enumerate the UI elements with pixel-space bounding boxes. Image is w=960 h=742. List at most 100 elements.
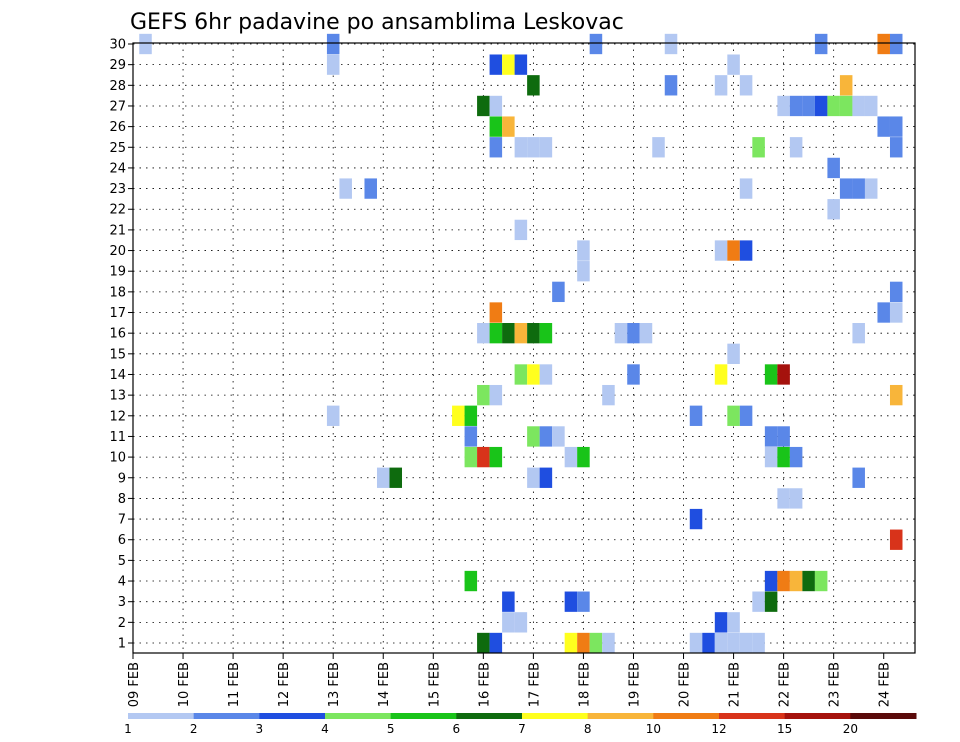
data-cell [489, 95, 503, 117]
y-tick-label: 30 [109, 38, 126, 53]
data-cell [889, 33, 903, 55]
data-cell [864, 178, 878, 199]
data-cell [739, 405, 753, 426]
data-cell [714, 612, 728, 633]
x-tick-label: 15 FEB [427, 662, 442, 707]
data-cell [752, 591, 765, 612]
colorbar-label: 12 [711, 722, 726, 736]
x-tick-label: 14 FEB [377, 662, 392, 707]
data-cell [727, 343, 740, 364]
data-cell [877, 33, 890, 55]
data-cell [777, 364, 790, 385]
x-tick-label: 11 FEB [227, 662, 242, 707]
y-tick-label: 3 [118, 595, 126, 610]
data-cell [777, 570, 790, 592]
data-cell [852, 95, 865, 117]
x-axis: 09 FEB 10 FEB 11 FEB 12 FEB 13 FEB 14 FEB 15 F… [127, 653, 893, 707]
y-tick-label: 23 [109, 182, 126, 197]
data-cell [139, 33, 152, 55]
data-cell [477, 323, 490, 344]
colorbar: 1 2 3 4 5 6 7 8 10 12 15 20 [124, 713, 917, 736]
x-tick-label: 19 FEB [627, 662, 642, 707]
data-cell [752, 137, 765, 158]
data-cell [889, 384, 903, 406]
y-tick-label: 13 [109, 389, 126, 404]
y-axis: 1234567891011121314151617181920212223242… [109, 38, 133, 652]
data-cell [889, 302, 903, 323]
data-cell [714, 75, 728, 96]
data-cell [727, 612, 740, 633]
data-cell [639, 323, 653, 344]
data-cell [689, 405, 703, 426]
data-cell [514, 323, 528, 344]
colorbar-swatch [719, 713, 786, 719]
y-tick-label: 28 [109, 79, 126, 94]
colorbar-label: 2 [190, 722, 198, 736]
data-cell [502, 323, 515, 344]
colorbar-label: 6 [453, 722, 461, 736]
colorbar-swatch [325, 713, 392, 719]
x-tick-label: 18 FEB [577, 662, 592, 707]
data-cell [827, 95, 840, 117]
y-tick-label: 17 [109, 306, 126, 321]
data-cell [627, 323, 640, 344]
y-tick-label: 5 [118, 554, 126, 569]
data-cell [852, 323, 865, 344]
x-tick-label: 20 FEB [678, 662, 693, 707]
data-cell [577, 446, 590, 468]
data-cell [789, 95, 803, 117]
y-tick-label: 20 [109, 244, 126, 259]
data-cell [527, 364, 540, 385]
data-cell [764, 591, 778, 612]
colorbar-swatch [522, 713, 589, 719]
data-cell [789, 488, 803, 509]
y-tick-label: 1 [118, 637, 126, 652]
data-cell [714, 364, 728, 385]
data-cell [664, 75, 678, 96]
data-cell [827, 199, 840, 220]
colorbar-swatch [784, 713, 851, 719]
data-cell [764, 364, 778, 385]
data-cell [714, 632, 728, 654]
y-tick-label: 18 [109, 285, 126, 300]
data-cell [727, 240, 740, 261]
y-tick-label: 15 [109, 347, 126, 362]
data-cell [702, 632, 715, 654]
colorbar-label: 5 [387, 722, 395, 736]
colorbar-swatch [653, 713, 720, 719]
y-tick-label: 2 [118, 616, 126, 631]
x-tick-label: 13 FEB [327, 662, 342, 707]
colorbar-label: 3 [256, 722, 264, 736]
colorbar-swatch [128, 713, 195, 719]
data-cell [564, 632, 578, 654]
data-cell [764, 426, 778, 447]
data-cell [839, 75, 853, 96]
data-cells [139, 33, 903, 654]
data-cell [464, 405, 478, 426]
y-tick-label: 24 [109, 161, 126, 176]
data-cell [739, 178, 753, 199]
data-cell [589, 632, 603, 654]
data-cell [527, 323, 540, 344]
data-cell [489, 632, 503, 654]
data-cell [577, 591, 590, 612]
data-cell [326, 54, 340, 75]
data-cell [777, 446, 790, 468]
data-cell [752, 632, 765, 654]
data-cell [514, 219, 528, 241]
colorbar-swatch [587, 713, 654, 719]
data-cell [714, 240, 728, 261]
data-cell [589, 33, 603, 55]
data-cell [514, 612, 528, 633]
y-tick-label: 16 [109, 327, 126, 342]
colorbar-swatch [193, 713, 260, 719]
colorbar-label: 20 [843, 722, 858, 736]
colorbar-swatch [390, 713, 457, 719]
colorbar-label: 1 [124, 722, 132, 736]
data-cell [827, 157, 840, 179]
data-cell [376, 467, 390, 488]
data-cell [789, 446, 803, 468]
x-tick-label: 16 FEB [477, 662, 492, 707]
x-tick-label: 23 FEB [828, 662, 843, 707]
data-cell [814, 33, 828, 55]
